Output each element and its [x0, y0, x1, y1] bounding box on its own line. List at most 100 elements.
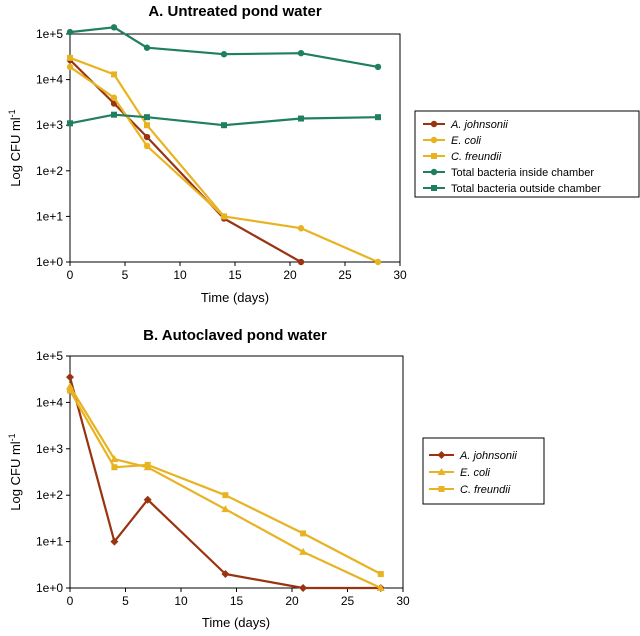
- chart-a-series-group: [66, 24, 382, 266]
- chart-a-series-1-point: [110, 94, 118, 101]
- chart-b-series-group: [66, 373, 385, 592]
- chart-a-legend-marker-2: [431, 153, 437, 159]
- chart-b-legend-label-0: A. johnsonii: [459, 450, 517, 462]
- chart-b-legend-marker-0: [437, 451, 446, 459]
- chart-b-series-2-point: [377, 571, 384, 578]
- chart-a-title: A. Untreated pond water: [148, 3, 322, 20]
- chart-a-y-axis-label-sup: -1: [7, 109, 17, 117]
- chart-b-y-tick-label: 1e+5: [36, 349, 63, 363]
- chart-b-series-line-0: [68, 376, 381, 590]
- chart-a-x-tick-label: 15: [228, 268, 242, 282]
- chart-b-series-2-point: [111, 464, 118, 471]
- chart-a-series-3-point: [220, 51, 228, 58]
- chart-b-legend-label-2: C. freundii: [460, 484, 511, 496]
- chart-b-x-tick-label: 25: [341, 594, 355, 608]
- chart-a-legend-marker-4: [431, 185, 437, 191]
- chart-a-series-2-point: [67, 54, 73, 61]
- chart-b-x-ticks: 0 5 10 15 20 25 30: [67, 588, 410, 608]
- chart-a-series-1-point: [66, 63, 74, 71]
- chart-a-y-tick-label: 1e+3: [36, 118, 63, 132]
- chart-b-y-tick-label: 1e+1: [36, 535, 63, 549]
- chart-a-series-3-point: [297, 49, 305, 57]
- chart-a-series-line-1: [69, 65, 379, 264]
- chart-b: B. Autoclaved pond water 1e+01e+11e+21e+…: [7, 327, 545, 630]
- chart-b-series-2-point: [144, 461, 151, 468]
- chart-b-y-tick-label: 1e+2: [36, 488, 63, 502]
- chart-a-series-3-point: [110, 24, 118, 31]
- chart-b-y-tick-label: 1e+4: [36, 395, 63, 409]
- chart-a-legend-marker-1: [430, 136, 438, 144]
- chart-a-y-ticks: 1e+0 1e+1 1e+2 1e+3 1e+4 1e+5: [36, 27, 70, 269]
- chart-b-legend-label-1: E. coli: [460, 467, 491, 479]
- chart-a-y-tick-label: 1e+5: [36, 27, 63, 41]
- chart-b-legend-marker-2: [438, 486, 445, 492]
- chart-b-series-2-point: [67, 387, 73, 394]
- chart-a-x-ticks: 0 5 10 15 20 25 30: [67, 262, 407, 282]
- chart-a-series-line-4: [69, 113, 379, 127]
- chart-a-x-tick-label: 5: [122, 268, 129, 282]
- chart-a-legend: A. johnsonii E. coli C. freundii Total bact…: [414, 110, 640, 198]
- chart-a-y-axis-label: Log CFU ml-1: [7, 109, 23, 186]
- chart-a-series-4-point: [375, 114, 381, 121]
- chart-a-x-tick-label: 20: [283, 268, 297, 282]
- chart-a-series-3-point: [374, 63, 382, 71]
- chart-b-x-tick-label: 10: [174, 594, 188, 608]
- chart-a-series-4-point: [67, 120, 73, 127]
- chart-a-series-line-2: [69, 56, 225, 218]
- chart-a-legend-marker-0: [430, 120, 438, 128]
- chart-a-series-0-point: [143, 133, 151, 141]
- chart-b-series-line-1: [69, 385, 382, 589]
- chart-b-series-0-point: [66, 373, 74, 382]
- chart-b-series-0-point: [221, 570, 230, 579]
- chart-b-x-tick-label: 30: [396, 594, 410, 608]
- chart-a: A. Untreated pond water 1e+0 1e+1 1e+2 1e+3…: [7, 3, 640, 305]
- chart-a-series-4-point: [144, 114, 150, 121]
- chart-a-legend-label-1: E. coli: [451, 135, 482, 147]
- chart-b-series-1-point: [221, 505, 230, 513]
- chart-a-x-tick-label: 30: [393, 268, 407, 282]
- chart-a-y-tick-label: 1e+4: [36, 73, 63, 87]
- chart-b-y-tick-label: 1e+0: [36, 581, 63, 595]
- chart-a-x-tick-label: 25: [338, 268, 352, 282]
- chart-b-legend: A. johnsonii E. coli C. freundii: [422, 437, 545, 505]
- chart-a-series-4-point: [221, 122, 227, 129]
- chart-a-legend-label-2: C. freundii: [451, 151, 502, 163]
- chart-b-x-axis-label: Time (days): [202, 615, 270, 630]
- chart-b-y-axis-label-sup: -1: [7, 433, 17, 441]
- chart-b-series-0-point: [143, 495, 152, 504]
- chart-a-series-4-point: [298, 115, 304, 122]
- chart-a-series-1-point: [374, 258, 382, 266]
- chart-b-series-1-point: [299, 547, 308, 555]
- chart-b-series-1-point: [376, 584, 385, 591]
- chart-b-y-ticks: 1e+0 1e+1 1e+2 1e+3 1e+4 1e+5: [36, 349, 70, 595]
- chart-a-legend-label-0: A. johnsonii: [450, 119, 508, 131]
- chart-b-y-tick-label: 1e+3: [36, 442, 63, 456]
- chart-a-series-3-point: [66, 28, 74, 36]
- chart-a-series-2-point: [221, 213, 227, 220]
- chart-a-y-axis-label-text: Log CFU ml: [8, 117, 23, 186]
- chart-b-x-tick-label: 20: [285, 594, 299, 608]
- chart-a-legend-label-3: Total bacteria inside chamber: [451, 167, 594, 179]
- chart-b-series-1-point: [110, 455, 119, 463]
- chart-a-series-3-point: [143, 44, 151, 51]
- chart-a-x-tick-label: 10: [173, 268, 187, 282]
- chart-a-y-tick-label: 1e+0: [36, 255, 63, 269]
- chart-b-series-0-point: [110, 537, 119, 546]
- chart-b-x-tick-label: 15: [230, 594, 244, 608]
- chart-a-series-0-point: [297, 258, 305, 266]
- chart-b-legend-marker-1: [437, 468, 446, 475]
- chart-a-y-tick-label: 1e+1: [36, 209, 63, 223]
- chart-b-series-0-point: [299, 584, 308, 592]
- chart-b-series-2-point: [300, 530, 307, 537]
- chart-a-series-4-point: [111, 111, 117, 118]
- chart-b-series-line-2: [69, 390, 382, 575]
- chart-a-y-tick-label: 1e+2: [36, 164, 63, 178]
- chart-a-series-1-point: [297, 225, 305, 232]
- chart-b-y-axis-label: Log CFU ml-1: [7, 433, 23, 510]
- chart-a-x-axis-label: Time (days): [201, 290, 269, 305]
- chart-a-series-line-3: [69, 26, 379, 68]
- chart-a-series-2-point: [144, 122, 150, 129]
- chart-b-plot-frame: [69, 355, 404, 589]
- chart-a-series-1-point: [143, 142, 151, 150]
